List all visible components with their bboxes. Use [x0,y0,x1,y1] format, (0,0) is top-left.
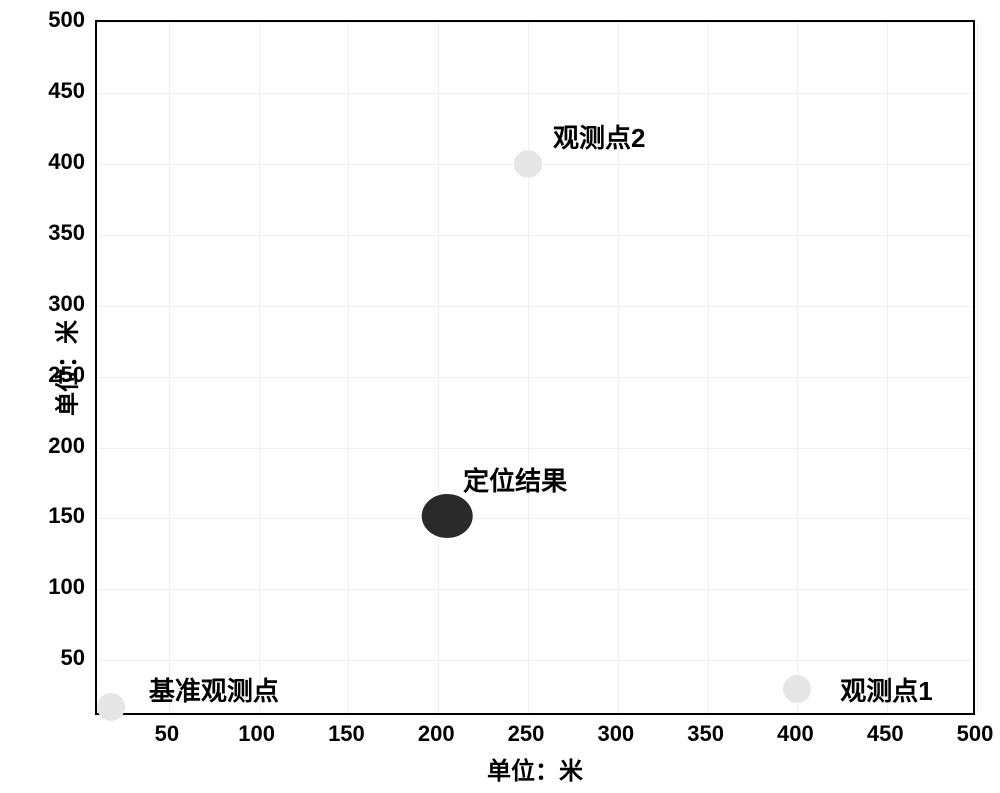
annotation-ref_label: 基准观测点 [149,671,279,708]
y-tick-label: 500 [35,7,85,33]
x-tick-label: 150 [328,721,365,747]
gridline-vertical [528,22,529,713]
data-point-obs1 [783,675,811,703]
gridline-horizontal [97,235,973,236]
data-point-obs2 [514,150,542,178]
data-point-result [422,494,473,538]
x-tick-label: 350 [687,721,724,747]
gridline-horizontal [97,377,973,378]
x-tick-label: 500 [957,721,994,747]
gridline-vertical [348,22,349,713]
gridline-horizontal [97,660,973,661]
gridline-vertical [169,22,170,713]
gridline-horizontal [97,93,973,94]
gridline-horizontal [97,448,973,449]
gridline-vertical [887,22,888,713]
y-tick-label: 150 [35,503,85,529]
chart-container: 单位：米 单位：米 501001502002503003504004505005… [0,0,1000,793]
data-point-reference [97,693,125,721]
gridline-horizontal [97,306,973,307]
annotation-obs2_label: 观测点2 [553,118,645,155]
gridline-vertical [708,22,709,713]
gridline-vertical [259,22,260,713]
x-axis-label: 单位：米 [487,751,583,786]
y-tick-label: 300 [35,291,85,317]
y-tick-label: 100 [35,574,85,600]
y-tick-label: 450 [35,78,85,104]
gridline-horizontal [97,22,973,23]
gridline-horizontal [97,589,973,590]
x-tick-label: 300 [597,721,634,747]
y-tick-label: 400 [35,149,85,175]
x-tick-label: 400 [777,721,814,747]
plot-area [95,20,975,715]
x-tick-label: 450 [867,721,904,747]
annotation-result_label: 定位结果 [463,461,567,498]
y-tick-label: 250 [35,362,85,388]
gridline-horizontal [97,518,973,519]
gridline-vertical [977,22,978,713]
x-tick-label: 250 [508,721,545,747]
x-tick-label: 50 [155,721,179,747]
x-tick-label: 100 [238,721,275,747]
gridline-vertical [797,22,798,713]
y-tick-label: 350 [35,220,85,246]
x-tick-label: 200 [418,721,455,747]
gridline-vertical [438,22,439,713]
y-tick-label: 200 [35,433,85,459]
y-tick-label: 50 [35,645,85,671]
annotation-obs1_label: 观测点1 [840,671,932,708]
